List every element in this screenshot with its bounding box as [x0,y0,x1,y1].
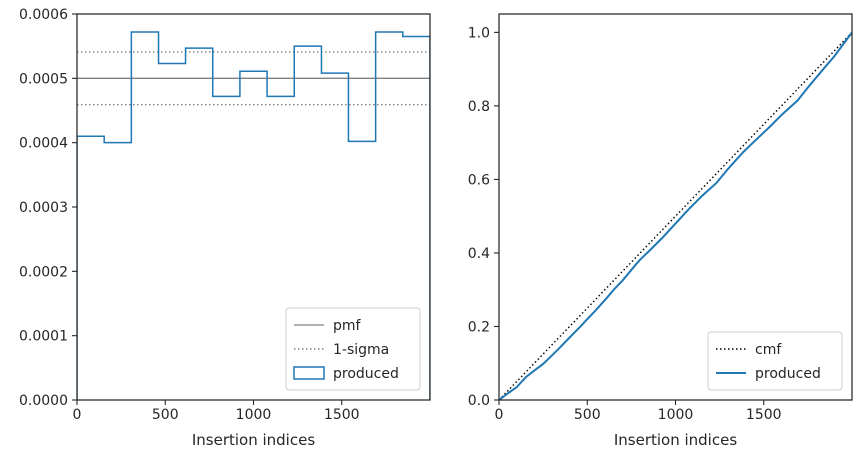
y-tick-label: 0.0005 [19,71,68,87]
y-tick-label: 0.8 [468,99,490,115]
produced-cdf-line [499,31,852,400]
cmf-panel: 0 500 1000 1500 0.0 0.2 0.4 0.6 0.8 1.0 Insertion … [468,13,853,449]
legend-label-1-sigma: 1-sigma [333,342,389,358]
y-tick-label: 0.0006 [19,7,68,23]
legend-label-pmf: pmf [333,318,362,334]
cmf-line [499,31,852,400]
legend-frame [707,331,843,391]
y-tick-label: 0.0004 [19,136,68,152]
legend: cmf produced [707,331,843,391]
pmf-panel: 0 500 1000 1500 0.0000 0.0001 0.0002 0.0003 0.00… [19,7,431,449]
x-tick-label: 0 [73,407,82,423]
y-tick-label: 0.2 [468,319,490,335]
x-tick-label: 0 [495,407,504,423]
y-tick-label: 0.0000 [19,393,68,409]
x-tick-label: 1500 [324,407,360,423]
x-tick-label: 1000 [236,407,272,423]
y-tick-label: 1.0 [468,25,490,41]
x-tick-label: 500 [152,407,179,423]
legend-frame [285,307,421,391]
y-tick-label: 0.6 [468,172,490,188]
x-tick-label: 1500 [746,407,782,423]
legend-label-produced: produced [333,366,399,382]
y-tick-label: 0.0003 [19,200,68,216]
y-tick-label: 0.0001 [19,329,68,345]
x-axis-label: Insertion indices [614,431,737,449]
x-axis-label: Insertion indices [192,431,315,449]
x-tick-label: 1000 [658,407,694,423]
legend: pmf 1-sigma produced [285,307,421,391]
y-tick-label: 0.4 [468,246,490,262]
y-tick-label: 0.0002 [19,264,68,280]
legend-label-cmf: cmf [755,342,782,358]
produced-step-histogram [77,31,430,400]
plot-area [77,31,430,400]
x-tick-label: 500 [574,407,601,423]
legend-handle-produced [293,366,325,380]
legend-label-produced: produced [755,366,821,382]
y-tick-label: 0.0 [468,393,490,409]
plot-area [499,31,852,400]
